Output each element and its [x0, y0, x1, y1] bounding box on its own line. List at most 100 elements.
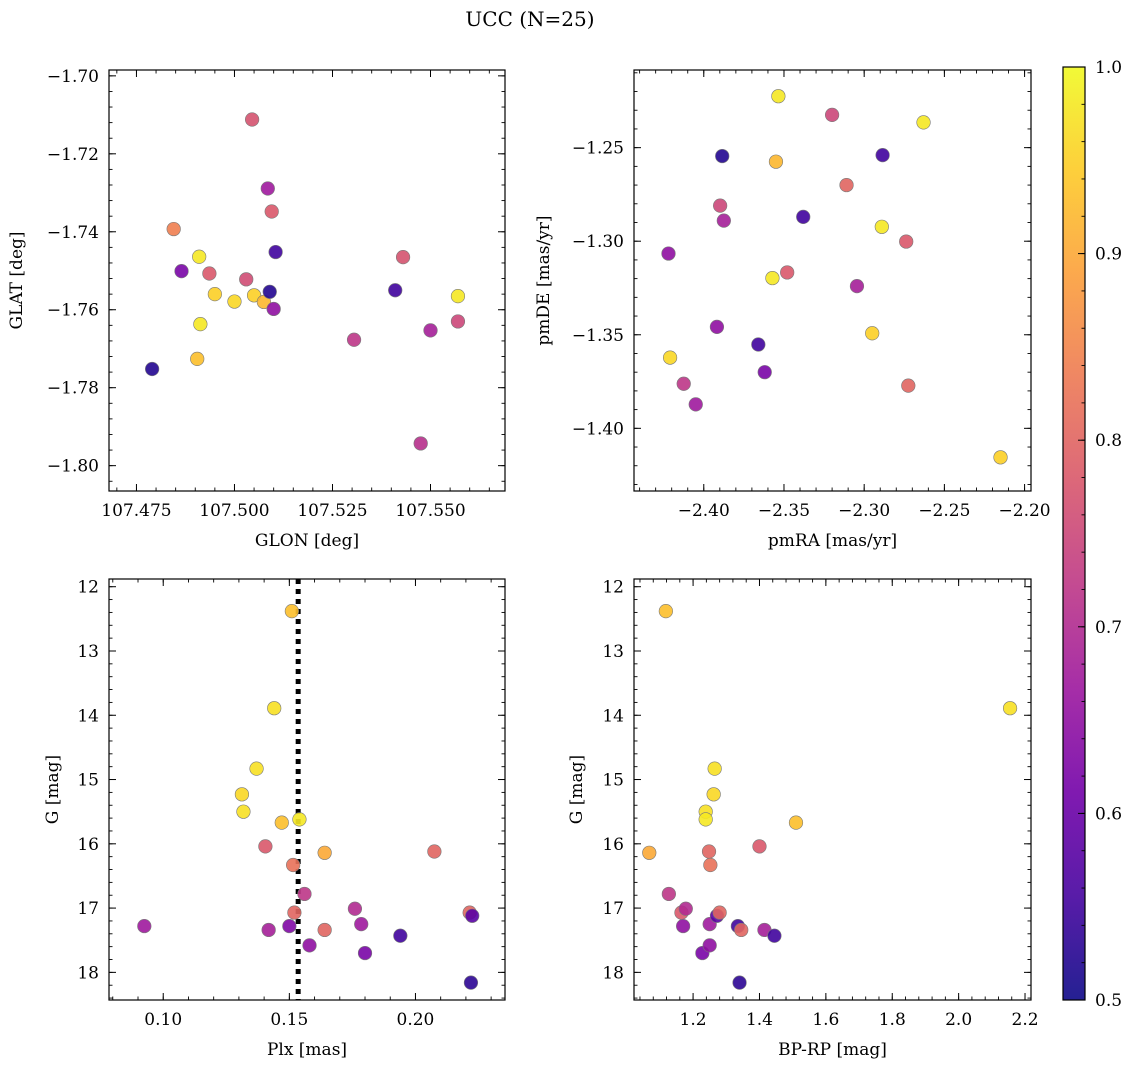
colorbar-frame [1062, 66, 1086, 1001]
data-point [190, 351, 205, 366]
colorbar-tick-label: 1.0 [1095, 58, 1122, 78]
plot-frame [108, 69, 506, 492]
x-tick-label: −2.20 [999, 501, 1051, 521]
data-point [266, 301, 281, 317]
data-point [388, 283, 403, 298]
y-tick-label: 13 [602, 642, 624, 662]
y-tick-label: 16 [77, 835, 99, 855]
data-point [262, 284, 277, 299]
data-point [274, 815, 289, 830]
plot-frame [108, 578, 506, 1001]
y-tick-label: −1.76 [47, 301, 99, 321]
data-point [796, 209, 811, 224]
data-point [261, 922, 276, 938]
y-tick-label: 16 [602, 835, 624, 855]
data-point [145, 361, 160, 377]
y-tick-label: −1.80 [47, 457, 99, 477]
x-tick-label: 107.550 [395, 501, 465, 521]
data-point [712, 905, 727, 920]
data-point [839, 177, 854, 193]
panel-pmra-pmde: −2.40 −2.35 −2.30 −2.25 −2.20 −1.25 −1.30 −1.35… [534, 69, 1051, 551]
data-point [865, 326, 880, 341]
y-tick-label: 14 [77, 706, 99, 726]
y-axis-label: pmDE [mas/yr] [534, 215, 554, 345]
data-point [688, 397, 703, 412]
colorbar-tick-label: 0.9 [1095, 245, 1122, 265]
data-point [875, 148, 890, 163]
data-point [676, 376, 691, 391]
y-tick-label: 15 [602, 771, 624, 791]
data-point [771, 89, 786, 104]
ticks [109, 579, 505, 1000]
data-point [788, 815, 804, 830]
data-point [236, 804, 251, 819]
data-point [239, 272, 254, 287]
data-point [661, 886, 676, 902]
figure-title: UCC (N=25) [465, 7, 594, 31]
colorbar: 0.5 0.6 0.7 0.8 0.9 1.0 [1062, 58, 1122, 1011]
data-point [297, 886, 312, 902]
data-point [137, 918, 152, 934]
ticks [634, 70, 1031, 491]
y-tick-label: −1.25 [572, 139, 624, 159]
data-point [413, 436, 428, 451]
data-point [282, 918, 297, 934]
data-point [264, 204, 279, 219]
y-tick-label: 18 [602, 963, 624, 983]
data-point [354, 917, 369, 932]
data-point [702, 938, 717, 953]
y-tick-label: 14 [602, 706, 624, 726]
x-tick-label: 1.8 [879, 1010, 906, 1030]
ticks [109, 70, 505, 491]
data-point [703, 857, 718, 873]
y-tick-label: −1.35 [572, 326, 624, 346]
data-point [751, 337, 766, 352]
data-point [287, 905, 302, 920]
panel-plx-g: 0.10 0.15 0.20 12 13 14 15 16 17 18 Plx [mas] G [ma… [43, 578, 506, 1060]
scatter-points [642, 604, 1018, 990]
data-point [752, 839, 767, 854]
data-point [709, 319, 725, 335]
data-point [463, 975, 479, 990]
ticks [634, 579, 1031, 1000]
y-tick-label: 12 [77, 578, 99, 598]
data-point [706, 787, 721, 802]
y-tick-label: −1.30 [572, 232, 624, 252]
y-axis-label: GLAT [deg] [7, 231, 27, 329]
x-tick-label: 1.2 [680, 1010, 707, 1030]
data-point [234, 787, 250, 802]
data-point [395, 250, 411, 265]
data-point [423, 323, 438, 338]
colorbar-tick-label: 0.7 [1095, 618, 1122, 638]
data-point [192, 249, 207, 264]
x-tick-label: −2.30 [838, 501, 890, 521]
data-point [284, 604, 299, 619]
data-point [678, 901, 693, 916]
x-axis-label: pmRA [mas/yr] [768, 531, 897, 551]
data-point [767, 928, 782, 943]
data-point [207, 287, 222, 302]
y-tick-label: 13 [77, 642, 99, 662]
y-axis-label: G [mag] [567, 755, 587, 824]
x-tick-label: 2.0 [945, 1010, 972, 1030]
data-point [357, 945, 373, 961]
data-point [249, 761, 264, 776]
x-tick-label: 107.475 [101, 501, 171, 521]
y-tick-label: −1.70 [47, 67, 99, 87]
colorbar-tick-label: 0.6 [1095, 804, 1122, 824]
x-tick-label: 1.4 [746, 1010, 773, 1030]
x-axis-label: GLON [deg] [255, 531, 359, 551]
scatter-points [661, 89, 1008, 465]
data-point [258, 839, 273, 854]
data-point [698, 812, 713, 827]
y-axis-label: G [mag] [43, 755, 63, 824]
data-point [765, 270, 780, 286]
scatter-points [137, 604, 480, 990]
x-tick-label: 107.525 [297, 501, 367, 521]
data-point [707, 761, 722, 776]
x-tick-label: −2.35 [758, 501, 810, 521]
y-tick-label: −1.72 [47, 145, 99, 165]
data-point [715, 148, 730, 164]
data-point [757, 365, 772, 380]
